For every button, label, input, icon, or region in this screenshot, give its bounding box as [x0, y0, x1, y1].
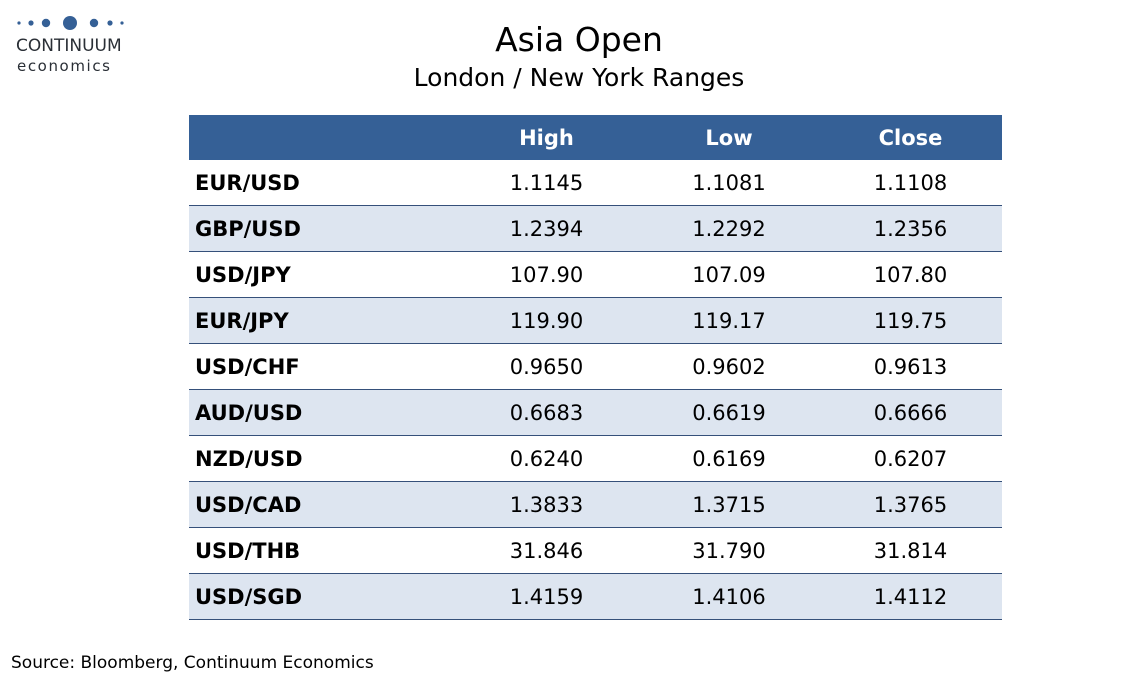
- pair-cell: USD/CHF: [189, 343, 454, 390]
- low-cell: 1.1081: [639, 160, 819, 206]
- pair-cell: AUD/USD: [189, 389, 454, 436]
- close-cell: 1.3765: [819, 481, 1002, 528]
- logo-subtitle: economics: [17, 57, 112, 75]
- close-cell: 119.75: [819, 297, 1002, 344]
- logo-name: CONTINUUM: [16, 36, 122, 56]
- pair-cell: EUR/USD: [189, 160, 454, 206]
- high-cell: 31.846: [454, 527, 639, 574]
- table-row: AUD/USD 0.6683 0.6619 0.6666: [189, 389, 1002, 436]
- close-cell: 1.1108: [819, 160, 1002, 206]
- table-row: USD/CHF 0.9650 0.9602 0.9613: [189, 343, 1002, 390]
- table-header-row: High Low Close: [189, 115, 1002, 160]
- table-row: EUR/JPY 119.90 119.17 119.75: [189, 297, 1002, 344]
- close-cell: 0.9613: [819, 343, 1002, 390]
- column-header-pair: [189, 115, 454, 160]
- high-cell: 1.2394: [454, 205, 639, 252]
- column-header-low: Low: [639, 115, 819, 160]
- high-cell: 0.6240: [454, 435, 639, 482]
- low-cell: 119.17: [639, 297, 819, 344]
- close-cell: 0.6207: [819, 435, 1002, 482]
- page-title: Asia Open: [495, 20, 663, 59]
- low-cell: 1.4106: [639, 573, 819, 620]
- pair-cell: NZD/USD: [189, 435, 454, 482]
- high-cell: 0.9650: [454, 343, 639, 390]
- table-row: EUR/USD 1.1145 1.1081 1.1108: [189, 160, 1002, 206]
- table-row: USD/THB 31.846 31.790 31.814: [189, 527, 1002, 574]
- table-row: NZD/USD 0.6240 0.6169 0.6207: [189, 435, 1002, 482]
- pair-cell: USD/CAD: [189, 481, 454, 528]
- close-cell: 1.2356: [819, 205, 1002, 252]
- low-cell: 1.3715: [639, 481, 819, 528]
- low-cell: 0.9602: [639, 343, 819, 390]
- pair-cell: USD/SGD: [189, 573, 454, 620]
- high-cell: 1.1145: [454, 160, 639, 206]
- table-row: USD/CAD 1.3833 1.3715 1.3765: [189, 481, 1002, 528]
- table-row: USD/SGD 1.4159 1.4106 1.4112: [189, 573, 1002, 620]
- close-cell: 1.4112: [819, 573, 1002, 620]
- low-cell: 31.790: [639, 527, 819, 574]
- low-cell: 107.09: [639, 251, 819, 298]
- high-cell: 1.4159: [454, 573, 639, 620]
- close-cell: 107.80: [819, 251, 1002, 298]
- source-note: Source: Bloomberg, Continuum Economics: [11, 653, 374, 673]
- close-cell: 0.6666: [819, 389, 1002, 436]
- high-cell: 119.90: [454, 297, 639, 344]
- pair-cell: EUR/JPY: [189, 297, 454, 344]
- page-subtitle: London / New York Ranges: [413, 63, 745, 92]
- low-cell: 0.6169: [639, 435, 819, 482]
- low-cell: 1.2292: [639, 205, 819, 252]
- continuum-economics-logo: CONTINUUM economics: [14, 12, 134, 75]
- high-cell: 107.90: [454, 251, 639, 298]
- table-row: USD/JPY 107.90 107.09 107.80: [189, 251, 1002, 298]
- pair-cell: GBP/USD: [189, 205, 454, 252]
- pair-cell: USD/THB: [189, 527, 454, 574]
- low-cell: 0.6619: [639, 389, 819, 436]
- high-cell: 0.6683: [454, 389, 639, 436]
- column-header-close: Close: [819, 115, 1002, 160]
- pair-cell: USD/JPY: [189, 251, 454, 298]
- column-header-high: High: [454, 115, 639, 160]
- high-cell: 1.3833: [454, 481, 639, 528]
- ranges-table: High Low Close EUR/USD 1.1145 1.1081 1.1…: [189, 115, 1002, 620]
- close-cell: 31.814: [819, 527, 1002, 574]
- table-row: GBP/USD 1.2394 1.2292 1.2356: [189, 205, 1002, 252]
- logo-dots-icon: [17, 16, 124, 30]
